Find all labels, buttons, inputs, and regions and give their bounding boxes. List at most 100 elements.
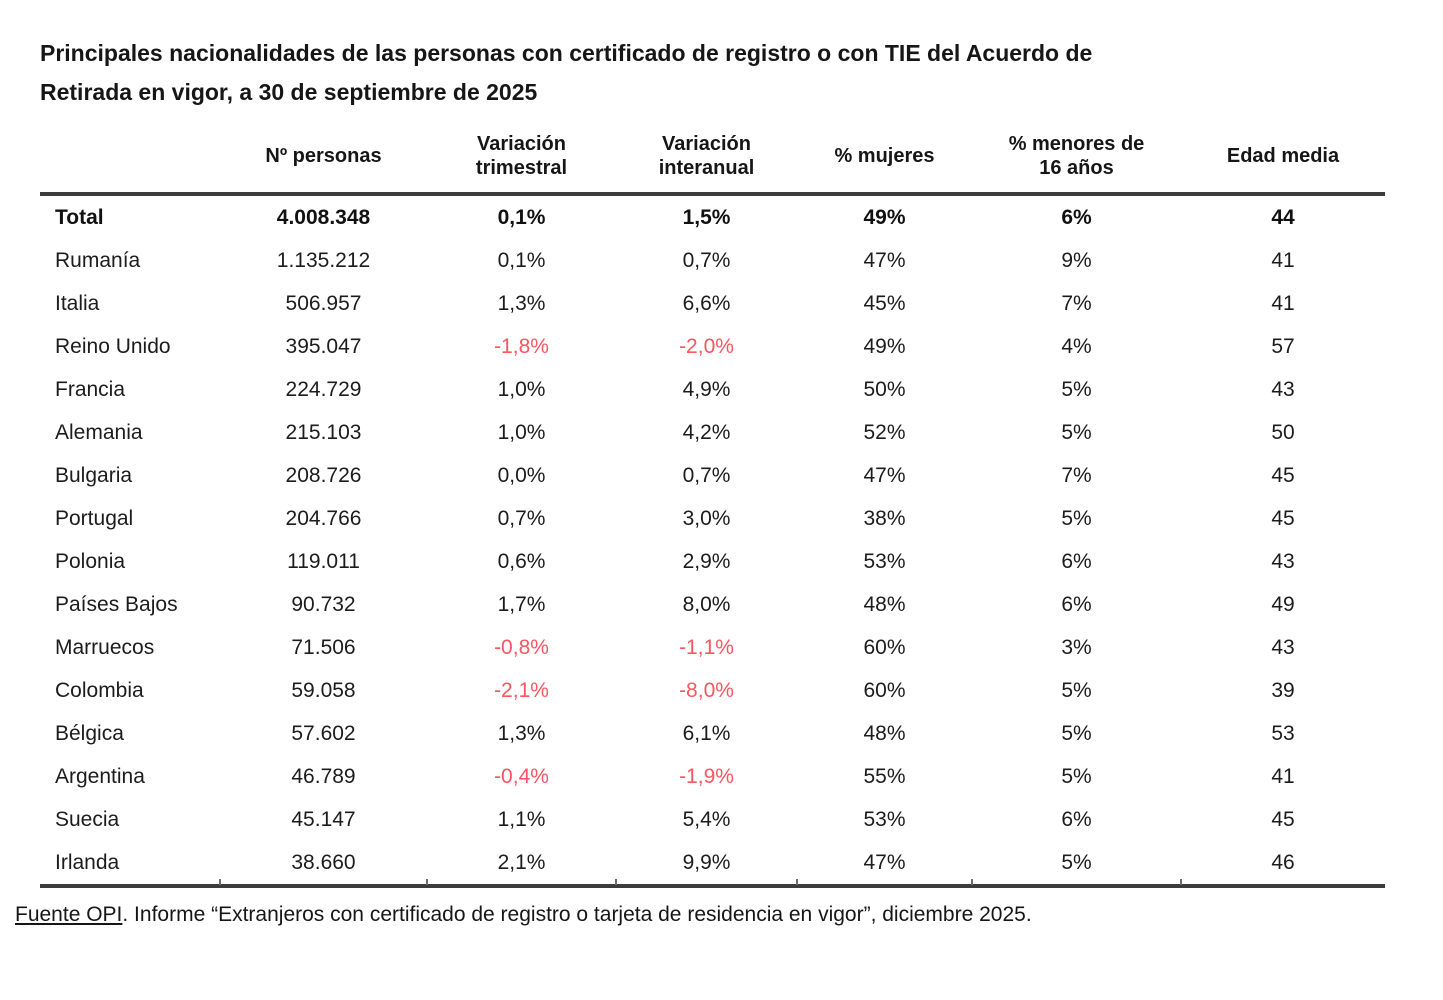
table-body: Total 4.008.348 0,1% 1,5% 49% 6% 44 Rumanía 1.13… xyxy=(40,194,1385,888)
value-cell: 46.789 xyxy=(291,764,356,788)
value-cell: 6% xyxy=(1061,549,1092,573)
value-cell: 53% xyxy=(863,807,906,831)
value-cell: -1,9% xyxy=(679,764,734,788)
value-cell: 45 xyxy=(1271,463,1295,487)
value-cell: 50% xyxy=(863,377,906,401)
nationality-cell: Marruecos xyxy=(55,635,155,659)
header-nationality xyxy=(40,126,220,196)
value-cell: 204.766 xyxy=(285,506,362,530)
nationality-cell: Portugal xyxy=(55,506,134,530)
value-cell: 55% xyxy=(863,764,906,788)
value-cell: 43 xyxy=(1271,549,1295,573)
value-cell: 38.660 xyxy=(220,841,427,888)
value-cell: -0,4% xyxy=(494,764,549,788)
value-cell: -1,8% xyxy=(494,334,549,358)
nationality-cell: Argentina xyxy=(55,764,145,788)
value-cell: 6,6% xyxy=(682,291,731,315)
value-cell: 39 xyxy=(1271,678,1295,702)
value-cell: 53 xyxy=(1271,721,1295,745)
header-edad-media: Edad media xyxy=(1181,126,1385,196)
value-cell: 41 xyxy=(1271,248,1295,272)
table-row: Alemania 215.103 1,0% 4,2% 52% 5% 50 xyxy=(40,411,1385,454)
value-cell: 506.957 xyxy=(285,291,362,315)
value-cell: 38% xyxy=(863,506,906,530)
value-cell: 1.135.212 xyxy=(276,248,371,272)
value-cell: 47% xyxy=(863,248,906,272)
value-cell: 5% xyxy=(1061,506,1092,530)
value-cell: 41 xyxy=(1271,291,1295,315)
value-cell: 215.103 xyxy=(285,420,362,444)
value-cell: 5% xyxy=(1061,420,1092,444)
value-cell: 1,3% xyxy=(497,721,546,745)
value-cell: 43 xyxy=(1271,635,1295,659)
source-label: Fuente OPI xyxy=(15,903,123,926)
value-cell: 48% xyxy=(863,592,906,616)
value-cell: 3% xyxy=(1061,635,1092,659)
value-cell: 5% xyxy=(1061,721,1092,745)
table-row: Polonia 119.011 0,6% 2,9% 53% 6% 43 xyxy=(40,540,1385,583)
value-cell: 47% xyxy=(863,463,906,487)
header-variacion-trimestral: Variación trimestral xyxy=(427,126,616,196)
value-cell: 0,1% xyxy=(497,205,546,229)
value-cell: 5% xyxy=(1061,377,1092,401)
header-row: Nº personas Variación trimestral Variaci… xyxy=(40,126,1385,196)
value-cell: 2,9% xyxy=(682,549,731,573)
value-cell: 6,1% xyxy=(682,721,731,745)
value-cell: 50 xyxy=(1271,420,1295,444)
value-cell: -2,0% xyxy=(679,334,734,358)
nationality-cell: Bulgaria xyxy=(55,463,133,487)
table-row: Argentina 46.789 -0,4% -1,9% 55% 5% 41 xyxy=(40,755,1385,798)
value-cell: 0,7% xyxy=(682,248,731,272)
value-cell: 208.726 xyxy=(285,463,362,487)
table-row: Suecia 45.147 1,1% 5,4% 53% 6% 45 xyxy=(40,798,1385,841)
nationality-cell: Bélgica xyxy=(55,721,124,745)
value-cell: 6% xyxy=(1061,807,1092,831)
value-cell: 57 xyxy=(1271,334,1295,358)
value-cell: 1,0% xyxy=(497,420,546,444)
value-cell: 119.011 xyxy=(287,549,360,573)
value-cell: 59.058 xyxy=(291,678,356,702)
value-cell: 43 xyxy=(1271,377,1295,401)
table-header: Nº personas Variación trimestral Variaci… xyxy=(40,126,1385,196)
value-cell: 4,9% xyxy=(682,377,731,401)
value-cell: 7% xyxy=(1061,291,1092,315)
value-cell: 395.047 xyxy=(285,334,362,358)
nationality-cell: Reino Unido xyxy=(55,334,171,358)
header-n-personas: Nº personas xyxy=(220,126,427,196)
value-cell: 60% xyxy=(863,635,906,659)
value-cell: 45.147 xyxy=(291,807,356,831)
nationality-cell: Total xyxy=(55,205,104,229)
source-note: Fuente OPI. Informe “Extranjeros con cer… xyxy=(15,903,1032,927)
value-cell: 71.506 xyxy=(291,635,356,659)
header-pct-menores-16: % menores de 16 años xyxy=(972,126,1181,196)
value-cell: 45 xyxy=(1271,807,1295,831)
value-cell: 57.602 xyxy=(291,721,356,745)
value-cell: 45 xyxy=(1271,506,1295,530)
value-cell: 5% xyxy=(1061,678,1092,702)
value-cell: 48% xyxy=(863,721,906,745)
value-cell: 0,6% xyxy=(497,549,546,573)
value-cell: -2,1% xyxy=(494,678,549,702)
table-row: Total 4.008.348 0,1% 1,5% 49% 6% 44 xyxy=(40,194,1385,239)
value-cell: 1,3% xyxy=(497,291,546,315)
table-row: Rumanía 1.135.212 0,1% 0,7% 47% 9% 41 xyxy=(40,239,1385,282)
table-row: Marruecos 71.506 -0,8% -1,1% 60% 3% 43 xyxy=(40,626,1385,669)
value-cell: 53% xyxy=(863,549,906,573)
table-row: Irlanda 38.660 2,1% 9,9% 47% 5% 46 xyxy=(40,841,1385,888)
nationality-cell: Italia xyxy=(55,291,100,315)
source-text: . Informe “Extranjeros con certificado d… xyxy=(122,903,1032,926)
value-cell: 9% xyxy=(1061,248,1092,272)
value-cell: 7% xyxy=(1061,463,1092,487)
nationality-cell: Colombia xyxy=(55,678,144,702)
value-cell: 6% xyxy=(1061,205,1092,229)
value-cell: 45% xyxy=(863,291,906,315)
value-cell: 60% xyxy=(863,678,906,702)
value-cell: 4% xyxy=(1061,334,1092,358)
value-cell: 5% xyxy=(972,841,1181,888)
table-row: Francia 224.729 1,0% 4,9% 50% 5% 43 xyxy=(40,368,1385,411)
value-cell: 49% xyxy=(863,334,906,358)
nationality-cell: Polonia xyxy=(55,549,126,573)
value-cell: 0,7% xyxy=(682,463,731,487)
value-cell: 0,7% xyxy=(497,506,546,530)
